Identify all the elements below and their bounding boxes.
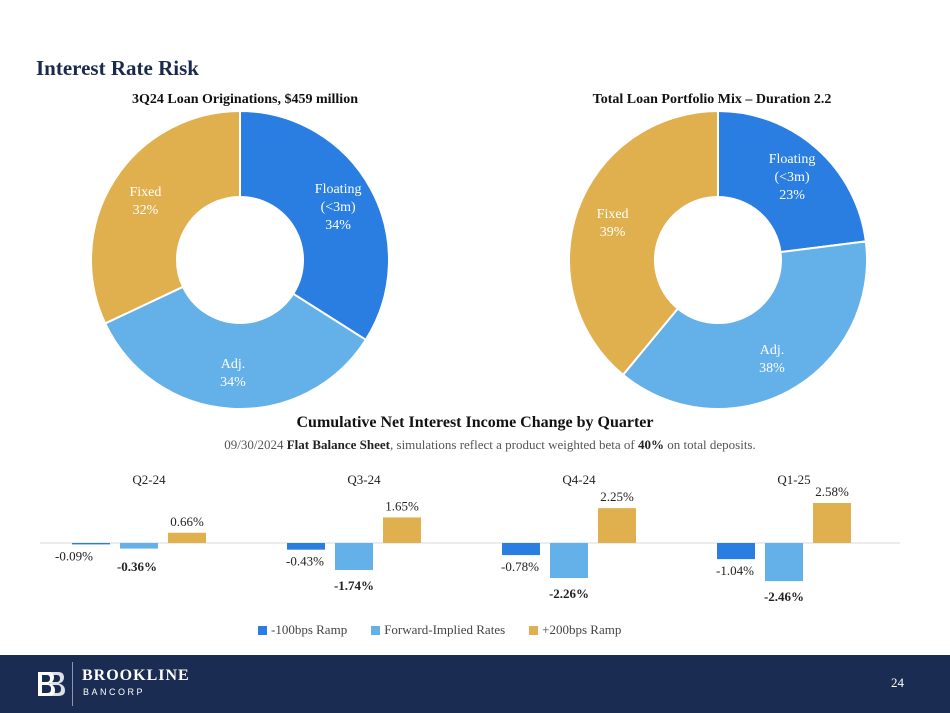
subtitle-bold-balance: Flat Balance Sheet <box>286 437 391 452</box>
bar-up200-q3-24 <box>383 517 421 543</box>
bar-down100-q1-25 <box>717 543 755 560</box>
logo-divider <box>72 662 73 706</box>
bar-label-forward-q2-24: -0.36% <box>117 559 157 574</box>
originations-slice-2-label-0: Fixed <box>129 185 161 200</box>
portfolio-slice-0-label-1: (<3m) <box>775 170 810 185</box>
portfolio-slice-0-label-2: 23% <box>779 188 805 203</box>
originations-slice-0-label-2: 34% <box>325 218 351 233</box>
bar-label-forward-q1-25: -2.46% <box>764 589 804 604</box>
legend-item-up200: +200bps Ramp <box>529 622 621 638</box>
nii-chart-legend: -100bps Ramp Forward-Implied Rates +200b… <box>258 622 621 638</box>
bar-label-down100-q3-24: -0.43% <box>286 554 324 569</box>
bar-label-up200-q3-24: 1.65% <box>385 498 419 513</box>
bar-up200-q2-24 <box>168 532 206 543</box>
subtitle-middle: , simulations reflect a product weighted… <box>390 437 639 452</box>
bar-forward-q2-24 <box>120 543 158 549</box>
bar-label-forward-q4-24: -2.26% <box>549 586 589 601</box>
portfolio-slice-2-label-1: 39% <box>600 225 626 240</box>
portfolio-slice-2-label-0: Fixed <box>597 207 629 222</box>
legend-swatch-down100 <box>258 625 267 635</box>
originations-slice-0-label-0: Floating <box>315 182 362 197</box>
bar-down100-q4-24 <box>502 543 540 556</box>
page-number: 24 <box>891 675 904 690</box>
bar-label-down100-q4-24: -0.78% <box>501 559 539 574</box>
quarter-label-1: Q3-24 <box>347 472 381 487</box>
bar-label-down100-q1-25: -1.04% <box>716 563 754 578</box>
footer-bar: BROOKLINE BANCORP 24 <box>0 655 950 713</box>
brand-subtitle: BANCORP <box>83 687 146 697</box>
originations-slice-0-label-1: (<3m) <box>321 200 356 215</box>
originations-slice-0 <box>239 110 390 342</box>
portfolio-mix-donut-chart: Floating (<3m) 23% Adj. 38% Fixed 39% <box>568 110 868 410</box>
legend-label-down100: -100bps Ramp <box>271 622 348 637</box>
legend-item-forward: Forward-Implied Rates <box>371 622 505 638</box>
portfolio-slice-1-label-1: 38% <box>759 361 785 376</box>
originations-slice-2 <box>90 110 241 325</box>
bar-down100-q2-24 <box>72 543 110 545</box>
portfolio-slice-1-label-0: Adj. <box>760 343 785 358</box>
page-title: Interest Rate Risk <box>36 56 199 80</box>
nii-chart-title: Cumulative Net Interest Income Change by… <box>296 414 654 431</box>
originations-chart-title: 3Q24 Loan Originations, $459 million <box>132 92 358 107</box>
portfolio-slice-0 <box>717 110 867 254</box>
brookline-logo-icon <box>38 672 65 696</box>
portfolio-slice-1 <box>621 240 868 410</box>
originations-slice-2-label-1: 32% <box>133 203 159 218</box>
subtitle-suffix: on total deposits. <box>664 437 756 452</box>
bar-forward-q4-24 <box>550 543 588 579</box>
subtitle-bold-beta: 40% <box>638 437 665 452</box>
originations-slice-1-label-1: 34% <box>220 375 246 390</box>
portfolio-slice-2 <box>568 110 719 377</box>
portfolio-mix-chart-title: Total Loan Portfolio Mix – Duration 2.2 <box>592 92 832 107</box>
bar-forward-q3-24 <box>335 543 373 570</box>
legend-swatch-forward <box>371 625 381 635</box>
quarter-label-3: Q1-25 <box>777 472 810 487</box>
originations-slice-1-label-0: Adj. <box>221 357 246 372</box>
originations-slice-1 <box>103 285 368 410</box>
bar-label-down100-q2-24: -0.09% <box>55 548 93 563</box>
bar-label-up200-q1-25: 2.58% <box>815 484 849 499</box>
originations-donut-chart: Floating (<3m) 34% Adj. 34% Fixed 32% <box>90 110 390 410</box>
legend-swatch-up200 <box>529 625 539 635</box>
bar-up200-q1-25 <box>813 503 851 543</box>
bar-up200-q4-24 <box>598 508 636 543</box>
nii-bar-chart: Q2-24 -0.09% -0.36% 0.66% Q3-24 -0.43% -1.74% 1… <box>40 472 900 604</box>
legend-label-forward: Forward-Implied Rates <box>384 622 506 637</box>
nii-chart-subtitle: 09/30/2024 Flat Balance Sheet, simulatio… <box>224 437 755 453</box>
bar-label-up200-q4-24: 2.25% <box>600 489 634 504</box>
subtitle-prefix: 09/30/2024 <box>224 437 287 452</box>
legend-item-down100: -100bps Ramp <box>258 622 347 638</box>
legend-label-up200: +200bps Ramp <box>542 622 622 637</box>
bar-label-forward-q3-24: -1.74% <box>334 578 374 593</box>
quarter-label-0: Q2-24 <box>132 472 166 487</box>
bar-down100-q3-24 <box>287 543 325 550</box>
bar-forward-q1-25 <box>765 543 803 582</box>
portfolio-slice-0-label-0: Floating <box>769 152 816 167</box>
bar-label-up200-q2-24: 0.66% <box>170 514 204 529</box>
brand-name: BROOKLINE <box>82 667 190 684</box>
quarter-label-2: Q4-24 <box>562 472 596 487</box>
